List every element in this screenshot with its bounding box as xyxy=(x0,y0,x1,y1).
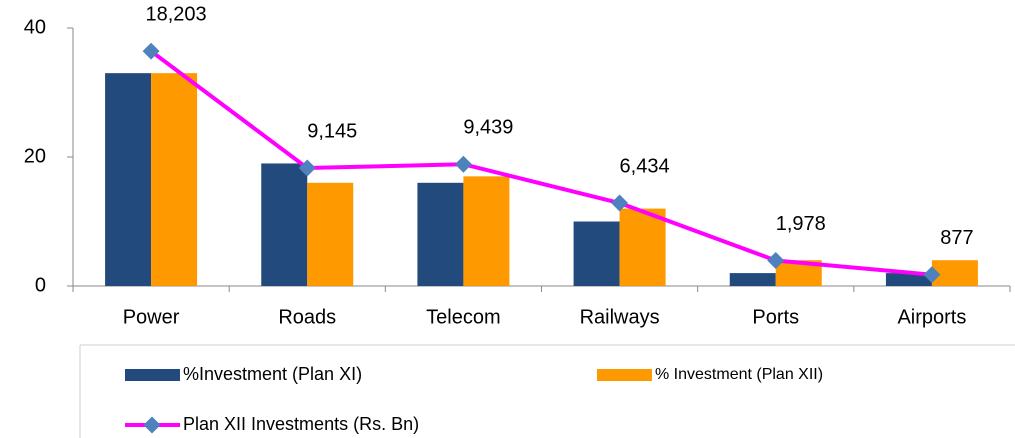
marker xyxy=(923,266,941,284)
marker xyxy=(611,194,629,212)
data-label: 877 xyxy=(940,227,973,249)
y-tick-label: 0 xyxy=(35,274,46,296)
data-label: 9,439 xyxy=(463,117,513,139)
bar xyxy=(105,73,152,287)
bar xyxy=(573,221,620,286)
data-label: 9,145 xyxy=(307,120,357,142)
x-tick-label: Railways xyxy=(580,306,660,328)
x-tick-label: Ports xyxy=(752,306,799,328)
marker xyxy=(767,251,785,269)
x-tick-label: Power xyxy=(123,306,180,328)
marker xyxy=(298,159,316,177)
data-label: 6,434 xyxy=(620,155,670,177)
legend-swatch xyxy=(125,369,180,381)
bar xyxy=(261,163,308,286)
bar xyxy=(417,182,464,286)
marker xyxy=(454,155,472,173)
legend-label: %Investment (Plan XI) xyxy=(183,364,362,384)
data-label: 18,203 xyxy=(145,3,206,25)
legend-label: % Investment (Plan XII) xyxy=(655,366,823,383)
bar xyxy=(885,273,932,286)
y-tick-label: 20 xyxy=(24,145,46,167)
legend-label: Plan XII Investments (Rs. Bn) xyxy=(183,414,419,434)
x-tick-label: Roads xyxy=(278,306,336,328)
bar xyxy=(729,273,776,286)
x-tick-label: Telecom xyxy=(426,306,500,328)
legend-swatch xyxy=(597,369,652,381)
bar xyxy=(307,182,354,286)
bar xyxy=(931,260,978,286)
bar xyxy=(619,208,666,286)
x-tick-label: Airports xyxy=(897,306,966,328)
line xyxy=(149,49,933,277)
bar xyxy=(463,176,510,286)
data-label: 1,978 xyxy=(776,213,826,235)
y-tick-label: 40 xyxy=(24,16,46,38)
bar xyxy=(151,73,198,287)
legend-marker xyxy=(143,416,161,434)
